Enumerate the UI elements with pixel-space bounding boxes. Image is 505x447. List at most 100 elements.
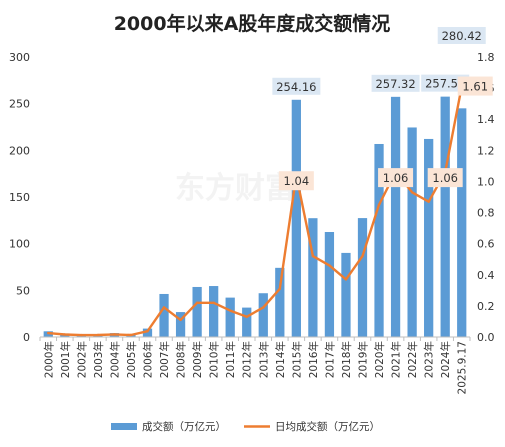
- x-tick-label: 2006年: [142, 341, 155, 378]
- bar-label-box: [421, 74, 470, 92]
- line-point: [63, 333, 67, 336]
- bar: [258, 293, 268, 337]
- bar: [291, 99, 301, 337]
- line-point: [228, 309, 232, 312]
- left-y-axis: 0 50 100 150 200 250 300: [9, 51, 30, 344]
- x-tick-label: 2013年: [257, 341, 270, 378]
- bar: [440, 96, 450, 337]
- bar: [357, 218, 368, 337]
- bar: [374, 143, 384, 337]
- line-point: [361, 254, 364, 258]
- y-tick-label: 200: [9, 144, 30, 157]
- bar: [457, 108, 467, 337]
- x-tick-label: 2007年: [158, 341, 171, 378]
- bar: [324, 232, 335, 337]
- x-tick-label: 2001年: [59, 341, 72, 378]
- y2-tick-label: 1.0: [477, 175, 495, 188]
- y-tick-label: 100: [9, 238, 30, 251]
- x-tick-label: 2011年: [224, 341, 237, 378]
- y2-tick-label: 1.2: [477, 144, 495, 157]
- bar-value-label: 257.32: [375, 77, 415, 91]
- legend-line-label: 日均成交额（万亿元）: [275, 420, 380, 433]
- legend: 成交额（万亿元） 日均成交额（万亿元）: [111, 420, 380, 433]
- bar: [407, 127, 417, 337]
- x-axis: 2000年 2001年 2002年 2003年 2004年 2005年 2006年 2007年…: [39, 336, 471, 394]
- data-labels: 254.16 257.32 257.54 280.42 1.04 1.06 1.06 1.61: [272, 27, 493, 191]
- line-point: [278, 287, 282, 290]
- x-tick-label: 2008年: [175, 341, 188, 378]
- x-tick-label: 2002年: [75, 341, 88, 378]
- line-point: [377, 203, 381, 206]
- x-tick-label: 2023年: [423, 341, 436, 378]
- line-point: [311, 254, 315, 258]
- bar: [175, 312, 186, 337]
- legend-bar-swatch: [111, 423, 137, 430]
- x-tick-label: 2005年: [125, 341, 138, 378]
- x-tick-label: 2010年: [208, 341, 221, 378]
- bar-label-box: [272, 77, 321, 95]
- bar-label-box: [371, 74, 420, 92]
- bar-value-label: 254.16: [276, 80, 316, 94]
- line-label-box: [427, 168, 463, 188]
- x-tick-label: 2024年: [439, 341, 452, 378]
- bar: [308, 218, 318, 337]
- x-tick-label: 2017年: [323, 341, 336, 378]
- line-point: [129, 333, 133, 337]
- x-tick-label: 2003年: [92, 341, 105, 378]
- x-tick-label: 2022年: [406, 341, 419, 378]
- line-label-box: [378, 168, 414, 188]
- y-tick-label: 250: [9, 98, 30, 111]
- y2-tick-label: 0.2: [477, 300, 495, 313]
- x-tick-label: 2012年: [241, 341, 254, 378]
- line-value-label: 1.06: [432, 171, 458, 185]
- line-point: [212, 301, 215, 304]
- x-tick-label: 2019年: [357, 341, 370, 378]
- x-tick-label: 2020年: [373, 341, 386, 378]
- bar: [142, 328, 153, 337]
- line-value-label: 1.61: [462, 80, 488, 94]
- line-series: [47, 85, 463, 337]
- bar-value-label: 280.42: [442, 29, 482, 43]
- y2-tick-label: 0.4: [477, 269, 495, 282]
- y-tick-label: 50: [16, 284, 30, 297]
- watermark-text: 东方财富: [175, 171, 295, 206]
- bar: [242, 307, 252, 337]
- y2-tick-label: 1.4: [477, 113, 495, 126]
- line-point: [80, 333, 83, 337]
- x-tick-label: 2018年: [340, 341, 353, 378]
- x-tick-label: 2014年: [274, 341, 287, 378]
- y2-tick-label: 0.6: [477, 238, 495, 251]
- line-point: [162, 306, 166, 309]
- line-point: [195, 301, 199, 304]
- bar: [225, 297, 235, 337]
- y-tick-label: 150: [9, 191, 30, 204]
- y2-tick-label: 1.8: [477, 51, 495, 64]
- x-tick-label: 2000年: [42, 341, 55, 378]
- bar: [192, 286, 202, 337]
- y-tick-label: 0: [23, 331, 30, 344]
- line-point: [47, 331, 50, 335]
- line-point: [328, 264, 331, 267]
- y2-tick-label: 0.8: [477, 207, 495, 220]
- line-label-box: [278, 171, 314, 191]
- line-point: [344, 278, 348, 281]
- x-tick-label: 2015年: [290, 341, 303, 378]
- y-tick-label: 300: [9, 51, 30, 64]
- line-point: [179, 318, 182, 322]
- bar: [209, 286, 219, 337]
- y2-tick-label: 0.0: [477, 331, 495, 344]
- chart-title: 2000年以来A股年度成交额情况: [114, 12, 391, 35]
- x-tick-label: 2004年: [108, 341, 121, 378]
- line-point: [245, 315, 248, 318]
- line-value-label: 1.06: [383, 171, 409, 185]
- line-point: [427, 200, 430, 203]
- bar: [341, 252, 351, 337]
- line-point: [146, 330, 149, 333]
- x-tick-label: 2009年: [191, 341, 204, 378]
- x-tick-label: 2016年: [307, 341, 320, 378]
- line-point: [410, 191, 414, 194]
- legend-bar-label: 成交额（万亿元）: [142, 420, 226, 433]
- bar-label-box: [437, 27, 486, 44]
